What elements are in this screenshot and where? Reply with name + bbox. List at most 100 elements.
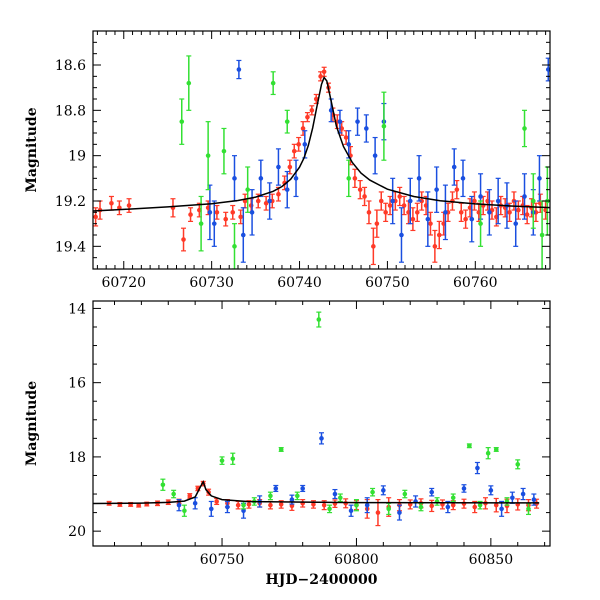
- data-point: [478, 221, 483, 226]
- data-point: [311, 502, 316, 507]
- data-point: [515, 462, 521, 467]
- data-point: [401, 203, 407, 208]
- data-point: [472, 198, 477, 204]
- data-point: [397, 510, 402, 515]
- data-point: [245, 187, 250, 192]
- data-point: [289, 497, 295, 502]
- data-point: [268, 502, 273, 508]
- data-point: [378, 198, 384, 204]
- data-point: [524, 212, 530, 217]
- data-point: [371, 244, 376, 249]
- data-point: [221, 148, 227, 154]
- data-point: [93, 214, 98, 220]
- data-point: [381, 123, 387, 129]
- y-tick-label: 14: [68, 301, 86, 317]
- data-point: [357, 187, 363, 192]
- data-point: [316, 317, 322, 322]
- data-point: [214, 499, 219, 504]
- bottom-panel: 60750 60800 60850 14 16 18 20 Magnitude HJD−2400…: [24, 300, 551, 588]
- data-point: [300, 486, 305, 491]
- data-point: [232, 244, 237, 249]
- data-point: [545, 67, 550, 72]
- data-point: [309, 108, 315, 113]
- data-point: [418, 504, 424, 510]
- data-point: [263, 200, 269, 206]
- data-point: [445, 504, 451, 510]
- data-point: [472, 504, 478, 510]
- data-point: [268, 493, 273, 499]
- plot-area: [93, 311, 540, 527]
- data-point: [321, 502, 327, 508]
- data-point: [454, 187, 460, 192]
- y-tick-label: 18.8: [55, 103, 86, 119]
- data-point: [397, 194, 403, 199]
- data-point: [475, 465, 480, 471]
- data-point: [176, 502, 182, 508]
- data-point: [214, 210, 220, 215]
- data-point: [319, 436, 324, 441]
- data-point: [386, 506, 392, 512]
- data-point: [223, 216, 229, 222]
- data-point: [160, 482, 166, 488]
- x-tick-label: 60760: [453, 275, 498, 291]
- y-axis-label: Magnitude: [24, 107, 40, 192]
- y-tick-label: 20: [68, 524, 86, 540]
- data-point: [531, 497, 537, 502]
- data-point: [318, 74, 323, 79]
- plot-frame: [92, 30, 551, 270]
- data-point: [225, 504, 230, 510]
- data-point: [296, 142, 301, 147]
- data-point: [374, 221, 380, 226]
- data-point: [182, 508, 187, 514]
- tick-labels: 60720 60730 60740 60750 60760 18.6 18.8 19 19.2 1…: [55, 58, 498, 291]
- data-point: [276, 164, 281, 170]
- data-point: [375, 510, 381, 515]
- top-panel: 60720 60730 60740 60750 60760 18.6 18.8 19 19.2 1…: [24, 30, 551, 291]
- x-tick-label: 60800: [334, 552, 379, 568]
- y-tick-label: 19: [68, 149, 86, 165]
- data-point: [109, 200, 114, 206]
- data-point: [410, 216, 416, 222]
- data-point: [291, 148, 297, 154]
- y-axis-label: Magnitude: [24, 381, 40, 466]
- tick-labels: 60750 60800 60850 14 16 18 20: [68, 301, 513, 568]
- data-point: [293, 176, 299, 181]
- data-point: [305, 114, 310, 120]
- data-point: [487, 210, 492, 215]
- x-tick-label: 60750: [365, 275, 410, 291]
- data-point: [432, 244, 438, 249]
- data-point: [381, 488, 386, 493]
- data-point: [179, 119, 185, 124]
- data-point: [458, 210, 464, 215]
- data-point: [434, 187, 439, 192]
- data-point: [485, 450, 491, 456]
- data-point: [230, 210, 236, 215]
- data-point: [187, 493, 193, 499]
- data-point: [516, 207, 521, 213]
- data-point: [236, 67, 242, 72]
- data-point: [255, 198, 261, 204]
- data-point: [207, 210, 213, 215]
- data-point: [460, 176, 466, 181]
- data-point: [429, 503, 435, 509]
- data-point: [364, 502, 370, 508]
- data-point: [278, 502, 284, 507]
- data-point: [399, 232, 404, 238]
- data-point: [273, 486, 279, 491]
- data-point: [488, 488, 494, 493]
- data-point: [313, 96, 319, 102]
- data-point: [232, 176, 237, 181]
- data-point: [522, 126, 527, 131]
- data-point: [258, 176, 264, 181]
- data-point: [372, 153, 378, 158]
- data-point: [198, 221, 204, 226]
- data-point: [370, 489, 375, 495]
- x-tick-label: 60740: [277, 275, 322, 291]
- data-point: [387, 203, 393, 208]
- data-point: [241, 502, 246, 508]
- data-point: [493, 447, 499, 452]
- x-axis-label: HJD−2400000: [266, 572, 378, 588]
- data-point: [419, 198, 424, 204]
- data-point: [383, 210, 388, 215]
- data-point: [267, 198, 272, 204]
